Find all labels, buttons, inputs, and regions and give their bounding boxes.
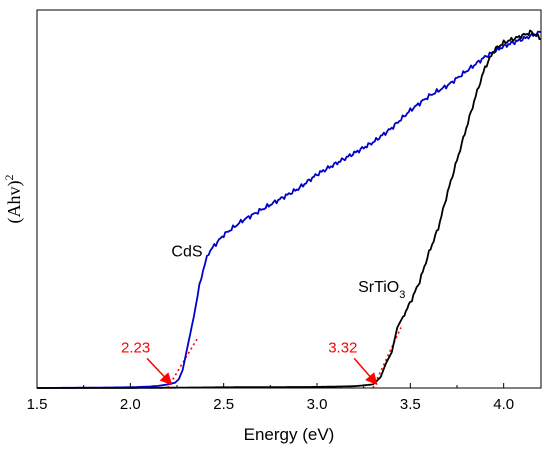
y-axis-label: (Ahv)2 [2, 175, 25, 224]
tangent-line-cds [166, 337, 199, 389]
plot-frame [36, 9, 542, 389]
x-tick-label: 3.0 [307, 396, 328, 413]
series-line-cds [37, 30, 542, 389]
annotations: CdS SrTiO3 2.23 3.32 [121, 243, 405, 386]
tangent-line-srtio3 [372, 327, 402, 389]
series-label-srtio3: SrTiO3 [358, 279, 405, 301]
x-axis-label: Energy (eV) [244, 425, 335, 444]
x-tick-label: 4.0 [493, 396, 514, 413]
bandgap-label: 3.32 [328, 339, 357, 356]
x-tick-label: 3.5 [400, 396, 421, 413]
series-lines [37, 29, 542, 389]
bandgap-arrow [353, 357, 378, 386]
series-line-srtio3 [37, 29, 541, 389]
x-tick-label: 1.5 [27, 396, 48, 413]
tangent-lines [166, 327, 402, 389]
x-tick-label: 2.0 [120, 396, 141, 413]
x-tick-label: 2.5 [213, 396, 234, 413]
series-label-cds: CdS [171, 243, 202, 260]
bandgap-label: 2.23 [121, 339, 150, 356]
y-axis-label-sup: 2 [2, 175, 16, 181]
x-axis-ticks: 1.5 2.0 2.5 3.0 3.5 4.0 [27, 383, 514, 413]
y-axis-label-base: (Ahv) [4, 181, 25, 224]
bandgap-arrow [146, 357, 173, 386]
